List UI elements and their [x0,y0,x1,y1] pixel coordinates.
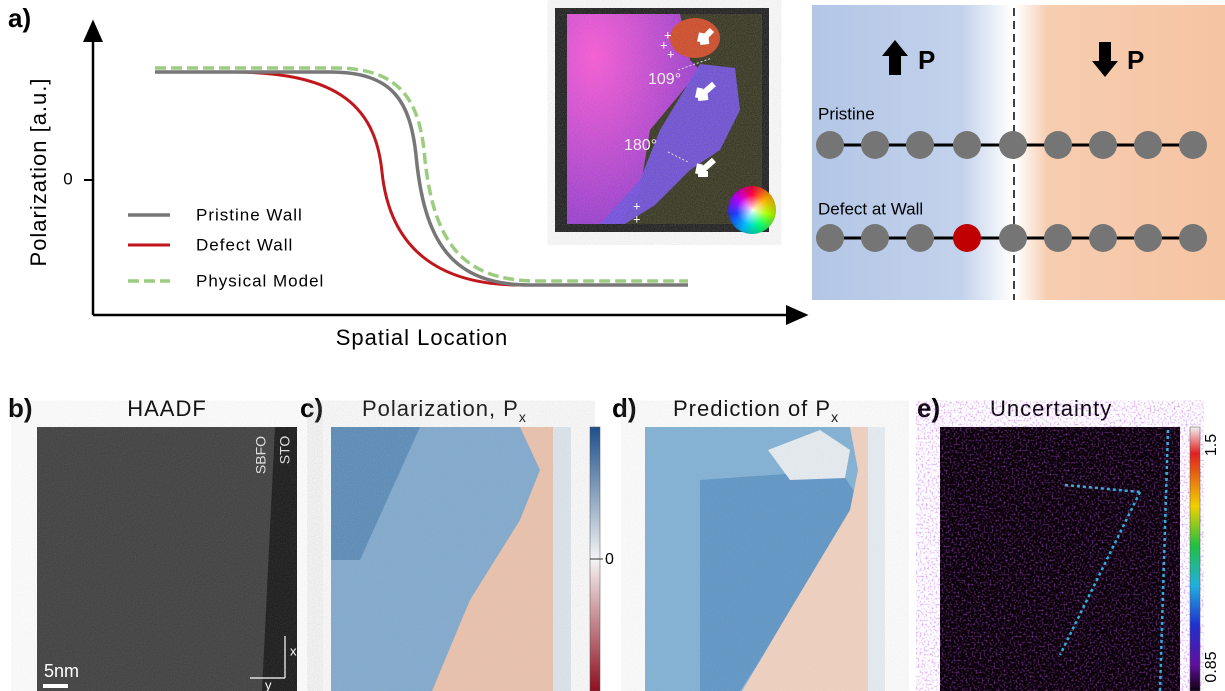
panel-title: Polarization, Px [362,396,527,425]
colorbar [1190,427,1200,691]
atom [1089,224,1117,252]
panel-label: b) [8,393,33,423]
row-label: Pristine [818,104,875,123]
charge: + [633,211,641,226]
layer-label: SBFO [253,436,269,474]
title-text: Prediction of P [673,396,831,421]
charge: + [667,46,675,61]
atom [906,224,934,252]
panel-title: HAADF [127,396,207,421]
colorbar-label: 0 [605,551,614,568]
atom [1134,224,1162,252]
atom [999,131,1027,159]
atom [1089,131,1117,159]
panel-label: e) [917,393,940,423]
panel-label: c) [300,393,323,423]
layer-label: STO [277,436,293,465]
panel-label: a) [8,3,31,33]
title-subscript: x [831,409,839,425]
colorbar-label: 0.85 [1203,651,1220,682]
y-tick-label: 0 [63,169,72,188]
atom [1179,224,1207,252]
polarization-label: P [1127,45,1144,75]
atom [953,131,981,159]
axis-label: y [265,677,272,691]
x-axis-label: Spatial Location [336,325,509,350]
scale-bar-label: 5nm [44,661,79,681]
row-label: Defect at Wall [818,199,923,218]
atom [816,224,844,252]
texture [331,427,571,691]
colorbar-label: 1.5 [1203,434,1220,456]
atom [906,131,934,159]
legend-label: Physical Model [196,271,324,290]
title-subscript: x [519,409,527,425]
panel-label: d) [612,393,637,423]
title-text: Polarization, P [362,396,519,421]
legend-label: Pristine Wall [196,205,303,224]
defect-atom [953,224,981,252]
color-wheel [728,186,776,234]
y-axis-label: Polarization [a.u.] [26,78,51,267]
atom [999,224,1027,252]
atom [861,131,889,159]
texture [940,427,1180,691]
atom [861,224,889,252]
angle-label: 109° [648,71,681,88]
figure-canvas: a) 0 Polarization [a.u.] Spatial Locatio… [0,0,1225,691]
atom [816,131,844,159]
atom [1134,131,1162,159]
axis-label: x [290,643,297,658]
figure: a) 0 Polarization [a.u.] Spatial Locatio… [0,0,1225,691]
atom [1044,131,1072,159]
polarization-label: P [918,45,935,75]
atom [1044,224,1072,252]
atom [1179,131,1207,159]
angle-label: 180° [624,137,657,154]
domain-schematic: P P Pristine Defect at Wall [812,5,1225,300]
texture [645,427,885,691]
legend-label: Defect Wall [196,235,293,254]
panel-title: Prediction of Px [673,396,839,425]
panel-title: Uncertainty [990,396,1112,421]
